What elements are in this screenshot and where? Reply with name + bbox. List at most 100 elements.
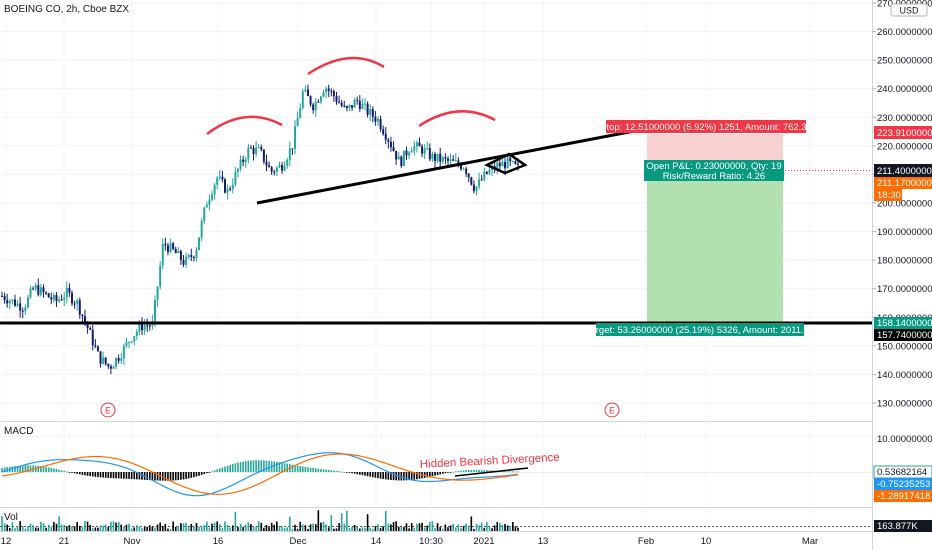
volume-bar: [488, 526, 491, 531]
head-arc[interactable]: [307, 56, 385, 76]
candle-body: [418, 142, 421, 147]
volume-bar: [200, 525, 203, 531]
candle-body: [130, 341, 133, 343]
volume-bar: [14, 528, 16, 531]
volume-bar: [161, 526, 164, 531]
macd-histogram[interactable]: [1, 460, 519, 481]
take-profit-zone[interactable]: [647, 171, 783, 323]
triangle-pattern[interactable]: [484, 152, 528, 175]
macd-hist-bar: [208, 472, 211, 473]
candle-body: [332, 91, 335, 97]
candle-body: [270, 167, 273, 172]
candle-body: [317, 101, 320, 103]
candle-body: [107, 363, 110, 367]
macd-hist-bar: [488, 470, 491, 472]
candle-body: [382, 129, 385, 134]
symbol-title[interactable]: BOEING CO, 2h, Cboe BZX: [4, 4, 130, 15]
candle-body: [117, 357, 120, 361]
volume-bar: [467, 525, 470, 531]
target-label[interactable]: Target: 53.26000000 (25.19%) 5326, Amoun…: [586, 323, 815, 336]
volume-bar: [125, 524, 128, 531]
candle-body: [312, 104, 315, 111]
macd-hist-bar: [60, 470, 63, 472]
macd-hist-bar: [423, 472, 426, 478]
candle-body: [330, 90, 333, 92]
macd-hist-bar: [89, 472, 91, 477]
candle-body: [71, 292, 74, 304]
volume-bar: [333, 528, 335, 531]
earnings-marker[interactable]: E: [100, 402, 116, 418]
neckline-trendline[interactable]: [256, 126, 651, 205]
volume-bar: [159, 522, 161, 531]
volume-bar: [348, 527, 351, 531]
candle-body: [517, 163, 519, 165]
macd-hist-bar: [343, 471, 346, 473]
volume-bar: [34, 527, 37, 531]
left-shoulder-arc[interactable]: [206, 115, 283, 135]
macd-hist-bar: [244, 461, 247, 472]
volume-bar: [76, 522, 78, 531]
candle-body: [208, 199, 211, 205]
divergence-annotation[interactable]: Hidden Bearish Divergence: [420, 452, 560, 471]
candle-body: [343, 105, 346, 107]
candle-body: [415, 142, 418, 147]
time-tick-label: 10: [701, 536, 712, 547]
candle-body: [115, 357, 118, 367]
volume-bar: [68, 525, 71, 531]
volume-bar: [382, 526, 384, 531]
volume-bar: [115, 522, 117, 531]
candlestick-series[interactable]: [1, 84, 519, 375]
right-shoulder-arc[interactable]: [418, 110, 496, 128]
volume-bar: [304, 525, 307, 531]
volume-bar: [397, 526, 400, 531]
macd-hist-bar: [242, 461, 244, 472]
stop-label[interactable]: Stop: 12.51000000 (5.92%) 1251, Amount: …: [600, 120, 812, 133]
macd-hist-bar: [439, 472, 442, 475]
candle-body: [273, 171, 276, 173]
volume-bar: [473, 528, 475, 531]
volume-pane-label[interactable]: Vol: [4, 512, 18, 523]
volume-bar: [289, 516, 291, 531]
divergence-line[interactable]: [454, 467, 529, 477]
candle-body: [190, 255, 193, 257]
svg-text:158.14000000: 158.14000000: [877, 318, 932, 329]
volume-bar: [439, 527, 442, 531]
volume-bar: [73, 526, 76, 531]
signal-line[interactable]: [1, 453, 519, 495]
macd-hist-bar: [66, 471, 68, 473]
candle-body: [475, 186, 478, 192]
macd-hist-bar: [203, 472, 206, 475]
volume-bars[interactable]: [1, 510, 519, 531]
volume-bar: [167, 528, 169, 531]
macd-hist-bar: [377, 472, 379, 479]
axis-label-entry: 211.17000000: [874, 177, 932, 189]
candle-body: [296, 118, 299, 127]
candle-body: [439, 153, 442, 162]
volume-bar: [123, 526, 125, 531]
candle-body: [449, 159, 452, 161]
macd-hist-bar: [400, 472, 403, 481]
macd-hist-bar: [509, 471, 512, 473]
currency-badge[interactable]: USD: [890, 3, 928, 17]
candle-body: [366, 103, 369, 115]
volume-bar: [237, 527, 239, 531]
macd-hist-bar: [185, 472, 187, 479]
volume-bar: [180, 523, 182, 531]
macd-hist-bar: [255, 460, 257, 472]
candle-body: [198, 237, 201, 251]
volume-bar: [387, 523, 390, 531]
volume-bar: [221, 527, 224, 531]
macd-pane-label[interactable]: MACD: [4, 426, 34, 437]
macd-line[interactable]: [1, 452, 519, 497]
candle-body: [205, 204, 208, 208]
macd-hist-bar: [294, 465, 296, 472]
volume-bar: [462, 525, 465, 531]
pnl-label[interactable]: Open P&L: 0.23000000, Qty: 19 Risk/Rewar…: [644, 160, 784, 182]
volume-bar: [359, 528, 361, 531]
volume-bar: [434, 528, 436, 531]
volume-bar: [291, 528, 294, 531]
macd-hist-bar: [327, 469, 330, 472]
earnings-marker[interactable]: E: [604, 402, 620, 418]
